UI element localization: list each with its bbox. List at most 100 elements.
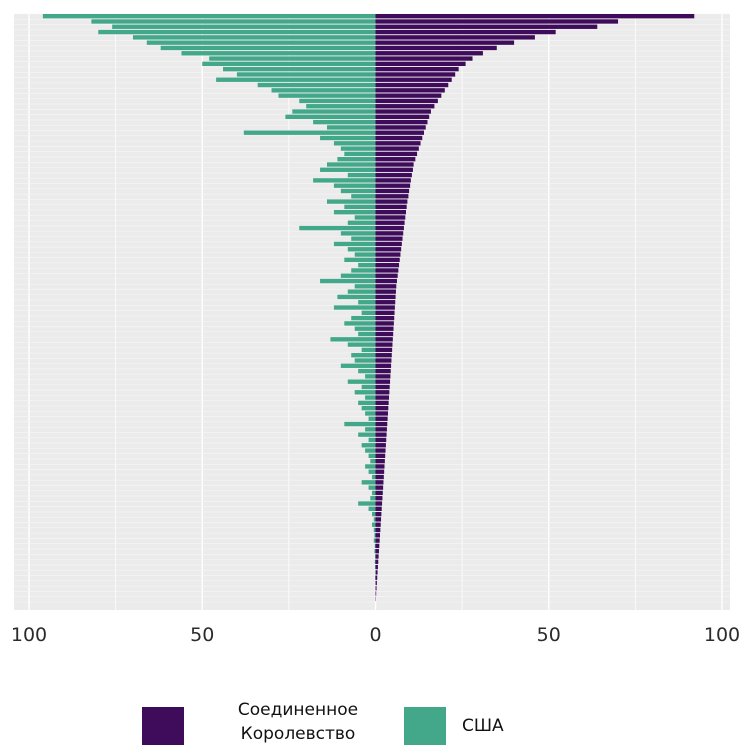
us-bar [347,342,376,347]
uk-bar [375,88,445,93]
us-bar [313,119,376,125]
us-bar [223,66,376,72]
legend-swatch-us [404,707,446,745]
uk-bar [375,188,410,194]
us-bar [42,14,376,19]
uk-bar [375,342,393,347]
us-bar [202,61,376,67]
us-bar [333,210,376,215]
uk-bar [375,315,395,321]
us-bar [354,252,376,257]
uk-bar [375,289,396,294]
us-bars [42,14,376,580]
us-bar [320,278,376,284]
us-bar [373,517,376,522]
us-bar [216,77,376,82]
uk-bar [375,278,397,284]
us-bar [333,141,376,146]
us-bar [368,485,376,490]
uk-bar [375,406,389,411]
us-bar [358,331,376,337]
uk-bar [375,157,416,162]
uk-bar [375,421,388,427]
us-bar [132,35,376,40]
us-bar [354,215,376,220]
us-bar [354,390,376,395]
us-bar [351,353,376,358]
uk-bar [375,511,382,517]
us-bar [160,45,376,51]
us-bar [333,305,376,310]
uk-bar [375,231,404,236]
us-bar [365,374,376,379]
uk-bar [375,321,394,326]
us-bar [326,162,376,167]
uk-bar [375,210,406,215]
uk-bar [375,464,385,469]
us-bar [181,51,376,56]
us-bar [365,427,376,432]
us-bar [368,453,376,459]
uk-bar [375,469,385,474]
uk-bar [375,82,449,88]
uk-bar [375,220,405,225]
us-bar [344,321,376,326]
us-bar [326,199,376,204]
us-bar [373,538,376,543]
uk-bar [375,247,402,252]
us-bar [340,273,376,278]
x-tick-label: 100 [11,624,47,646]
uk-bar [375,411,388,416]
uk-bar [375,448,386,453]
us-bar [365,448,376,453]
uk-bar [375,45,497,51]
us-bar [330,337,376,342]
uk-bar [375,368,391,374]
uk-bar [375,437,387,443]
uk-bar [375,35,535,40]
diverging-bar-chart: 100 50 0 50 100 [11,13,740,646]
us-bar [333,183,376,188]
us-bar [361,310,376,315]
uk-bar [375,40,515,45]
legend-label-us: США [462,716,504,736]
uk-bar [375,141,421,146]
us-bar [365,464,376,469]
us-bar [368,416,376,421]
uk-bar [375,305,395,310]
uk-bar [375,458,385,464]
us-bar [326,125,376,130]
us-bar [351,268,376,273]
uk-bar [375,98,438,104]
us-bar [344,151,376,157]
us-bar [372,474,376,480]
uk-bar [375,337,393,342]
us-bar [361,347,376,353]
x-tick-label: 0 [369,624,381,646]
us-bar [340,188,376,194]
us-bar [91,19,376,24]
uk-bar [375,24,598,29]
uk-bar [375,151,418,157]
uk-bar [375,236,403,241]
us-bar [351,315,376,321]
uk-bar [375,146,419,151]
uk-bar [375,533,381,538]
uk-bar [375,172,412,178]
us-bar [368,469,376,474]
uk-bar [375,104,435,109]
us-bar [347,172,376,178]
uk-bar [375,506,382,511]
uk-bar [375,517,382,522]
uk-bar [375,257,400,263]
us-bar [361,384,376,390]
uk-bar [375,490,383,496]
us-bar [333,241,376,247]
uk-bar [375,93,442,98]
us-bar [278,93,376,98]
x-axis-ticks: 100 50 0 50 100 [11,624,740,646]
legend: Соединенное Королевство США [0,696,746,756]
us-bar [374,559,376,564]
uk-bar [375,570,378,575]
us-bar [368,506,376,511]
